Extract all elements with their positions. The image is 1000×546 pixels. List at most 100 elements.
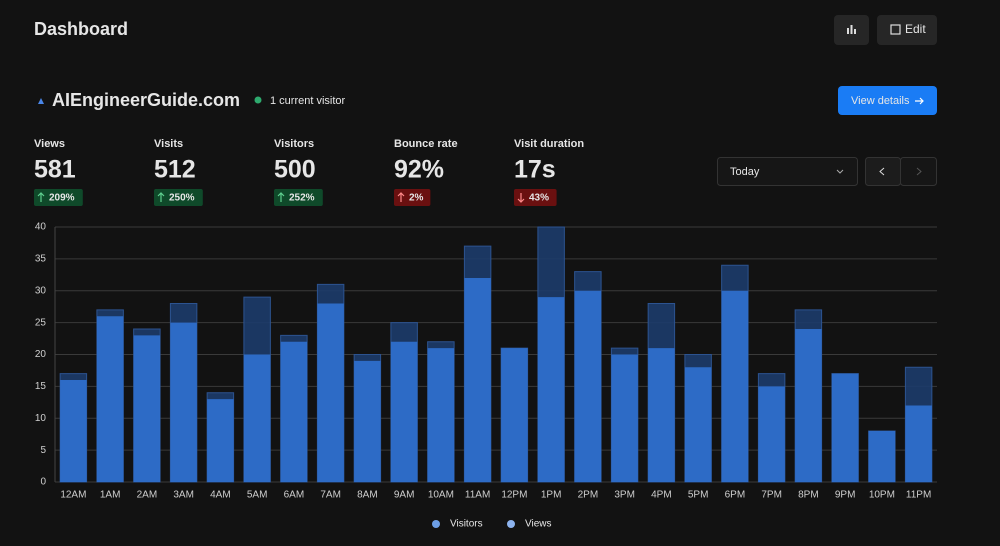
x-tick-label: 2PM: [578, 490, 599, 501]
change-value: 43%: [529, 193, 549, 204]
visitors-bar: [831, 373, 859, 482]
visitors-bar: [427, 348, 455, 482]
visitors-bar: [795, 329, 822, 482]
caret-icon: [836, 169, 844, 174]
stat-label: Views: [34, 138, 65, 150]
x-tick-label: 10AM: [428, 490, 454, 501]
x-tick-label: 5PM: [688, 490, 709, 501]
x-tick-label: 11AM: [465, 490, 490, 501]
stat-value: 500: [274, 156, 316, 184]
site-icon: [38, 98, 44, 104]
x-tick-label: 12AM: [60, 490, 86, 501]
prev-button[interactable]: [865, 157, 901, 186]
edit-icon: [890, 24, 901, 35]
visitors-bar: [684, 367, 712, 482]
change-value: 252%: [289, 193, 315, 204]
legend-label: Views: [525, 519, 552, 530]
edit-button[interactable]: [877, 15, 937, 45]
range-select[interactable]: [717, 157, 858, 186]
trend-arrow: [397, 192, 405, 202]
prev-icon: [879, 167, 885, 176]
x-tick-label: 3AM: [173, 490, 194, 501]
trend-arrow: [517, 193, 525, 203]
stat-value: 17s: [514, 156, 556, 184]
trend-arrow: [157, 192, 165, 202]
trend-arrow: [277, 192, 285, 202]
stat-label: Visitors: [274, 138, 314, 150]
y-tick-label: 30: [35, 285, 47, 296]
x-tick-label: 4PM: [651, 490, 672, 501]
details-label: View details: [851, 95, 910, 107]
visitors-bar: [537, 297, 565, 482]
visitors-bar: [574, 290, 602, 482]
details-button[interactable]: [838, 86, 937, 115]
legend-dot: [432, 520, 440, 528]
visitors-bar: [905, 405, 932, 482]
x-tick-label: 4AM: [210, 490, 231, 501]
stat-label: Visits: [154, 138, 183, 150]
visitors-bar: [133, 335, 161, 482]
edit-label: Edit: [905, 22, 926, 36]
visitors-bar: [243, 354, 271, 482]
visitors-bar: [280, 341, 308, 482]
range-label: Today: [730, 166, 760, 178]
x-tick-label: 1AM: [100, 490, 121, 501]
arrow-icon: [915, 97, 924, 105]
visitors-bar: [648, 348, 675, 482]
next-button[interactable]: [900, 157, 937, 186]
live-visitors: 1 current visitor: [270, 95, 346, 107]
x-tick-label: 12PM: [501, 490, 527, 501]
x-tick-label: 10PM: [869, 490, 895, 501]
visitors-bar: [464, 278, 491, 482]
x-tick-label: 11PM: [906, 490, 931, 501]
legend-label: Visitors: [450, 519, 483, 530]
visitors-bar: [317, 303, 344, 482]
trend-arrow: [37, 192, 45, 202]
x-tick-label: 3PM: [614, 490, 635, 501]
change-badge: [514, 189, 557, 206]
stat-label: Bounce rate: [394, 138, 458, 150]
legend-dot: [507, 520, 515, 528]
chart-icon: [847, 25, 856, 34]
stat-value: 581: [34, 156, 76, 184]
x-tick-label: 1PM: [541, 490, 562, 501]
x-tick-label: 8AM: [357, 490, 378, 501]
stat-value: 92%: [394, 156, 444, 184]
visitors-bar: [96, 316, 124, 482]
visitors-bar: [868, 431, 896, 482]
visitors-bar: [207, 399, 234, 482]
change-value: 250%: [169, 193, 195, 204]
y-tick-label: 10: [35, 413, 47, 424]
y-tick-label: 0: [40, 477, 46, 488]
visitors-bar: [758, 386, 785, 482]
change-badge: [394, 189, 431, 206]
change-badge: [34, 189, 83, 206]
x-tick-label: 9AM: [394, 490, 415, 501]
live-dot: [254, 96, 262, 104]
change-badge: [274, 189, 323, 206]
visitors-bar: [721, 290, 749, 482]
page-title: Dashboard: [34, 19, 128, 39]
x-tick-label: 6AM: [284, 490, 305, 501]
x-tick-label: 9PM: [835, 490, 856, 501]
next-icon: [916, 167, 922, 176]
y-tick-label: 35: [35, 254, 47, 265]
visitors-bar: [390, 341, 418, 482]
visitors-bar: [60, 380, 87, 482]
y-tick-label: 25: [35, 317, 47, 328]
y-tick-label: 20: [35, 349, 47, 360]
visitors-bar: [501, 348, 528, 482]
x-tick-label: 2AM: [137, 490, 158, 501]
change-value: 209%: [49, 193, 75, 204]
x-tick-label: 6PM: [725, 490, 746, 501]
x-tick-label: 8PM: [798, 490, 819, 501]
y-tick-label: 5: [40, 445, 46, 456]
change-value: 2%: [409, 193, 424, 204]
change-badge: [154, 189, 203, 206]
visitors-bar: [354, 360, 381, 482]
x-tick-label: 7AM: [320, 490, 341, 501]
stat-label: Visit duration: [514, 138, 584, 150]
visitors-bar: [611, 354, 638, 482]
